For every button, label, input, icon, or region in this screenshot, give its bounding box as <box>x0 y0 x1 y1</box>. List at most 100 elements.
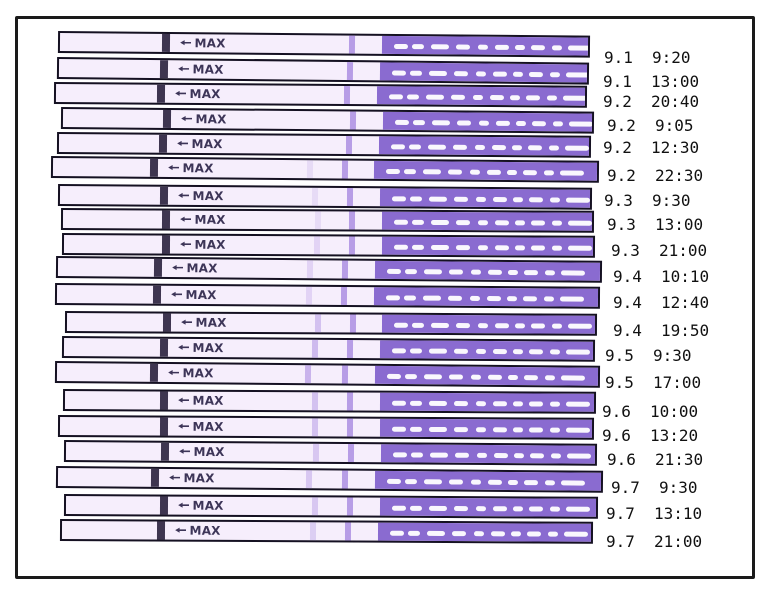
grip-mark <box>385 295 400 301</box>
strip-grip <box>379 340 594 360</box>
max-text: MAX <box>194 212 226 227</box>
arrow-left-icon: 🠔 <box>167 161 180 177</box>
grip-mark <box>565 349 590 355</box>
test-strip: 🠔 MAX <box>53 82 588 108</box>
grip-mark <box>422 295 441 301</box>
strip-handle-band <box>162 313 172 332</box>
reading-label: 9.4 19:50 <box>613 321 709 340</box>
arrow-left-icon: 🠔 <box>179 36 192 52</box>
grip-mark <box>453 401 468 407</box>
grip-mark <box>451 531 466 537</box>
test-line <box>311 497 319 516</box>
arrow-left-icon: 🠔 <box>177 62 190 78</box>
grip-mark <box>544 375 555 381</box>
grip-mark <box>494 220 509 226</box>
test-strip: 🠔 MAX <box>61 336 596 362</box>
test-strip: 🠔 MAX <box>63 440 598 466</box>
strip-handle-band <box>159 338 169 357</box>
grip-mark <box>428 400 447 407</box>
grip-mark <box>528 427 543 433</box>
grip-mark <box>430 322 449 329</box>
strip-grip <box>381 314 596 334</box>
grip-mark <box>474 144 485 150</box>
grip-mark <box>391 505 407 511</box>
test-line <box>311 187 319 206</box>
max-text: MAX <box>192 498 224 513</box>
reading-time: 12:40 <box>661 293 710 312</box>
grip-mark <box>487 269 502 275</box>
grip-mark <box>470 374 481 380</box>
grip-mark <box>523 375 538 381</box>
control-line <box>348 236 356 255</box>
max-text: MAX <box>194 237 226 252</box>
grip-mark <box>565 197 590 203</box>
reading-date: 9.7 <box>611 478 640 497</box>
grip-mark <box>450 94 465 100</box>
grip-mark <box>455 44 470 50</box>
test-line <box>311 392 319 411</box>
grip-mark <box>455 220 470 226</box>
test-line <box>311 339 319 358</box>
grip-mark <box>404 269 417 275</box>
arrow-left-icon: 🠔 <box>174 86 187 102</box>
grip-mark <box>559 170 584 176</box>
max-text: MAX <box>194 36 226 51</box>
grip-mark <box>477 245 488 251</box>
reading-label: 9.6 21:30 <box>607 450 703 469</box>
reading-label: 9.6 13:20 <box>602 426 698 445</box>
grip-mark <box>407 530 421 536</box>
grip-mark <box>549 197 560 203</box>
grip-mark <box>550 453 561 459</box>
arrow-left-icon: 🠔 <box>177 419 190 435</box>
grip-mark <box>523 480 538 486</box>
grip-mark <box>513 453 524 459</box>
strip-handle-band <box>158 134 168 153</box>
grip-mark <box>455 323 470 329</box>
arrow-left-icon: 🠔 <box>174 523 187 539</box>
strip-handle-band <box>159 60 169 79</box>
grip-mark <box>447 169 462 175</box>
test-line <box>311 418 319 437</box>
grip-mark <box>477 323 488 329</box>
grip-mark <box>448 374 463 380</box>
reading-date: 9.6 <box>602 426 631 445</box>
grip-mark <box>526 531 541 537</box>
test-strip: 🠔 MAX <box>57 184 593 210</box>
strip-handle-band <box>156 84 166 103</box>
control-line <box>340 286 348 306</box>
grip-mark <box>544 480 555 486</box>
strip-grip <box>373 160 598 181</box>
test-strip: 🠔 MAX <box>56 132 592 158</box>
grip-mark <box>560 375 585 381</box>
grip-mark <box>507 479 518 486</box>
strip-grip <box>373 287 599 307</box>
control-line <box>341 470 349 489</box>
reading-label: 9.3 13:00 <box>607 215 703 234</box>
reading-date: 9.4 <box>613 321 642 340</box>
grip-mark <box>473 531 484 537</box>
grip-mark <box>453 427 468 433</box>
grip-mark <box>475 71 486 77</box>
strip-handle-band <box>159 391 169 410</box>
grip-mark <box>530 220 545 226</box>
grip-mark <box>493 453 508 459</box>
reading-label: 9.5 17:00 <box>605 373 701 392</box>
reading-time: 21:00 <box>654 532 703 551</box>
reading-label: 9.7 21:00 <box>606 532 702 551</box>
grip-mark <box>475 427 486 433</box>
arrow-left-icon: 🠔 <box>177 188 190 204</box>
reading-label: 9.3 9:30 <box>604 191 691 210</box>
grip-mark <box>447 295 462 301</box>
strip-handle-band <box>159 186 169 205</box>
grip-mark <box>567 220 592 226</box>
grip-mark <box>522 170 537 176</box>
max-text: MAX <box>183 471 215 486</box>
grip-mark <box>489 95 504 101</box>
test-line <box>304 365 312 384</box>
grip-mark <box>507 374 518 381</box>
grip-mark <box>469 169 480 175</box>
grip-mark <box>512 401 523 407</box>
reading-label: 9.2 9:05 <box>607 116 694 135</box>
grip-mark <box>409 70 422 76</box>
grip-mark <box>430 219 449 226</box>
